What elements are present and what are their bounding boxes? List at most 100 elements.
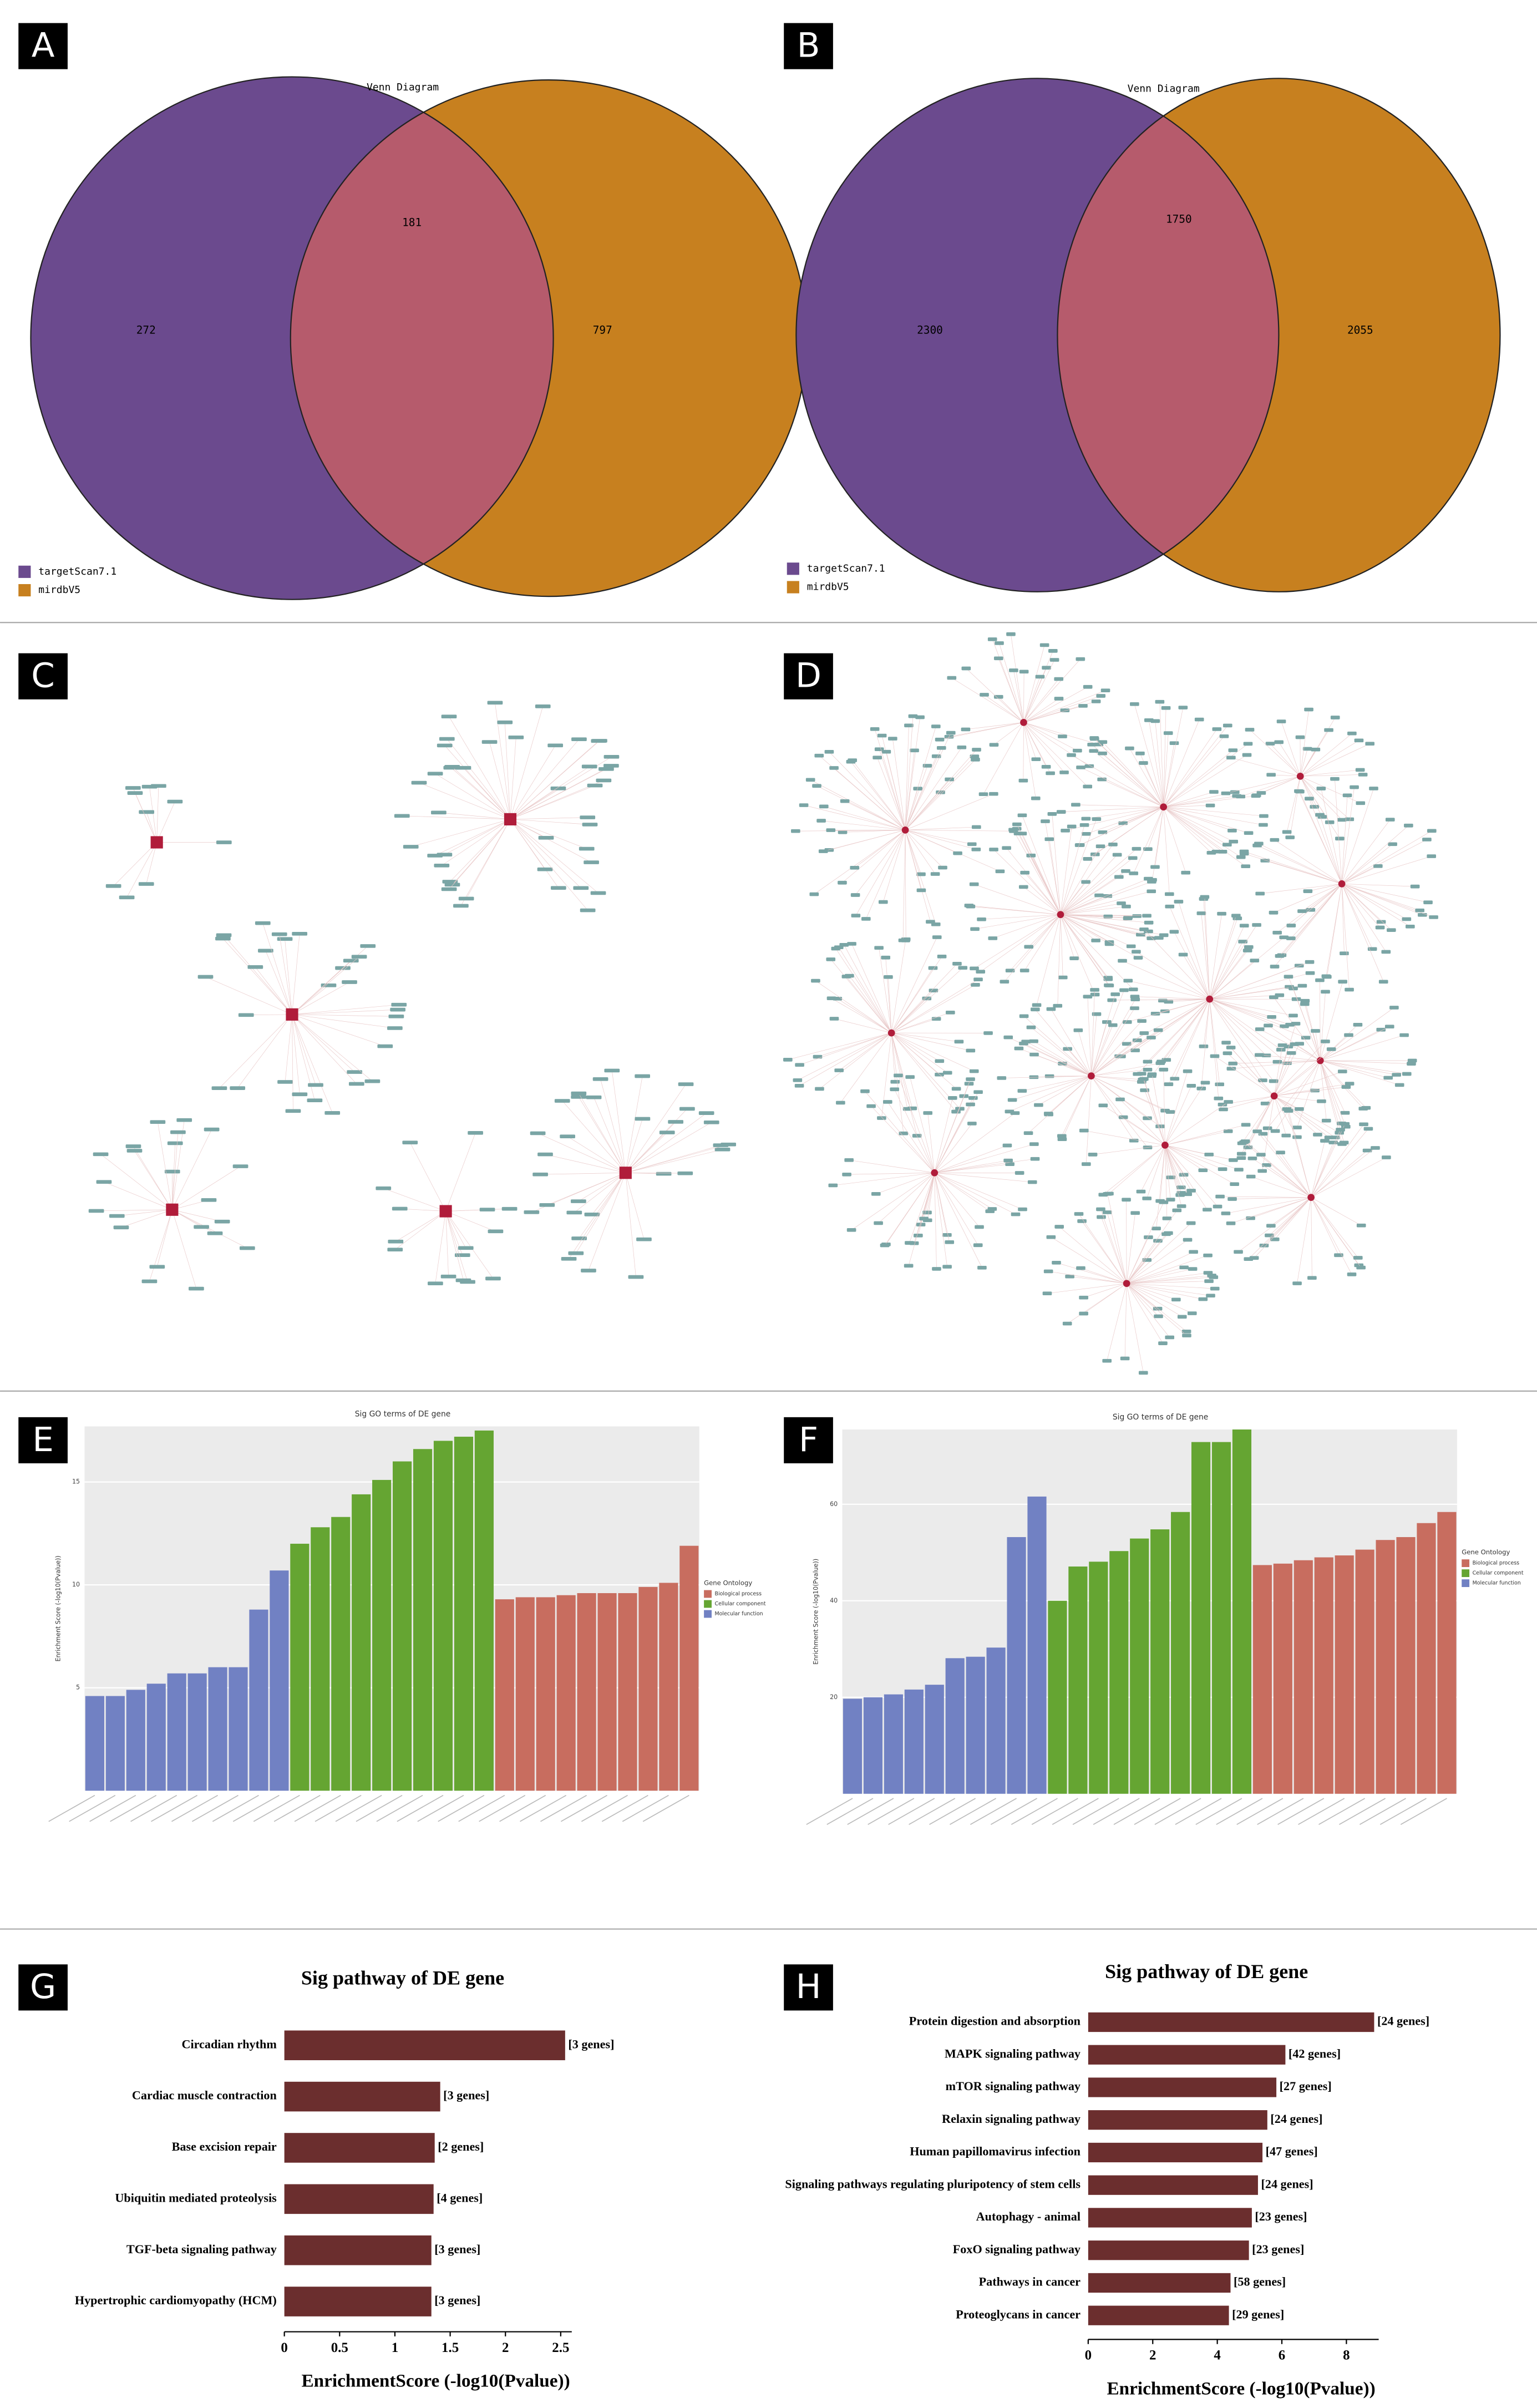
network-node (238, 1013, 254, 1017)
network-node (388, 1239, 404, 1244)
x-tick-label: 2.5 (552, 2340, 569, 2355)
network-node (1138, 1371, 1148, 1375)
network-edge (1174, 931, 1210, 1000)
network-node (149, 1265, 165, 1269)
value-label: [24 genes] (1270, 2112, 1322, 2126)
network-node (1177, 1315, 1187, 1319)
network-node (1385, 818, 1395, 822)
network-edge (1311, 1197, 1352, 1275)
network-edge (891, 1032, 960, 1109)
network-node (1340, 1122, 1350, 1126)
network-edge (842, 830, 906, 883)
network-edge (1102, 742, 1164, 807)
network-edge (881, 1033, 892, 1118)
network-edge (100, 1154, 173, 1210)
legend-label: Molecular function (715, 1611, 763, 1617)
network-edge (1230, 1047, 1275, 1096)
network-node (1369, 787, 1378, 790)
bar (1191, 1442, 1211, 1794)
network-edge (983, 722, 1024, 794)
network-node (1092, 817, 1102, 821)
network-edge (1209, 998, 1281, 1050)
network-edge (993, 849, 1061, 915)
bar (284, 2030, 565, 2061)
network-node (454, 1253, 470, 1258)
network-edge (849, 975, 892, 1033)
network-edge (834, 1018, 892, 1033)
network-node (1196, 1086, 1206, 1091)
network-edge (1163, 807, 1217, 852)
network-edge (1051, 1236, 1127, 1284)
plot-background (842, 1429, 1457, 1794)
network-edge (788, 1032, 892, 1060)
network-edge (1060, 914, 1096, 941)
network-node (850, 866, 860, 870)
network-edge (851, 1172, 935, 1230)
network-edge (1274, 1096, 1318, 1135)
bar (352, 1494, 371, 1791)
network-node (902, 1107, 912, 1111)
network-edge (135, 793, 157, 843)
network-edge (1274, 1053, 1292, 1096)
network-edge (1060, 819, 1097, 915)
network-node (1284, 975, 1293, 979)
x-tick-placeholder (273, 1794, 321, 1822)
network-edge (1320, 1060, 1327, 1121)
network-edge (934, 1173, 950, 1243)
x-tick-placeholder (1298, 1798, 1345, 1825)
network-node (1292, 1281, 1302, 1285)
network-edge (1244, 851, 1342, 884)
legend-label: Molecular function (1473, 1580, 1521, 1586)
network-node (713, 1143, 729, 1147)
x-tick-placeholder (335, 1794, 382, 1822)
network-node (1143, 1116, 1152, 1121)
network-node (453, 904, 469, 908)
legend-label: Cellular component (1473, 1570, 1524, 1576)
network-node (1026, 1025, 1036, 1030)
x-tick-label: 4 (1214, 2348, 1220, 2363)
network-node (441, 714, 457, 718)
network-edge (888, 977, 892, 1033)
network-edge (797, 1032, 892, 1081)
network-edge (1094, 738, 1164, 808)
network-edge (121, 1209, 173, 1228)
network-node (1077, 1219, 1087, 1223)
network-edge (537, 1133, 626, 1173)
network-node (1407, 1058, 1417, 1063)
network-edge (1163, 743, 1249, 808)
network-node (1353, 1022, 1363, 1027)
network-edge (1091, 994, 1116, 1076)
network-edge (409, 1142, 446, 1211)
network-edge (285, 939, 292, 1015)
network-node (970, 927, 980, 931)
value-label: [2 genes] (438, 2140, 484, 2153)
network-edge (1297, 1060, 1321, 1128)
network-edge (1144, 929, 1210, 1000)
network-edge (292, 1014, 357, 1084)
network-node (1227, 828, 1237, 833)
network-node (1135, 751, 1145, 756)
network-edge (891, 1032, 957, 1089)
network-node (1388, 842, 1397, 846)
network-node (1012, 822, 1022, 827)
network-node (590, 891, 606, 895)
network-edge (1274, 1045, 1283, 1096)
network-node (1189, 1250, 1198, 1254)
category-label: Base excision repair (172, 2140, 277, 2153)
network-node (908, 714, 918, 718)
network-node (1392, 1073, 1401, 1077)
network-edge (891, 1032, 956, 1112)
network-edge (1286, 1109, 1311, 1198)
network-node (537, 867, 553, 871)
network-node (216, 933, 232, 937)
network-edge (1165, 1145, 1223, 1170)
network-node (1355, 768, 1365, 772)
network-edge (255, 967, 292, 1015)
network-edge (905, 793, 994, 830)
network-edge (510, 819, 545, 870)
network-edge (934, 1158, 1036, 1173)
network-node (1301, 1036, 1311, 1040)
network-node (1132, 846, 1142, 851)
network-node (1354, 738, 1364, 743)
network-node (931, 754, 941, 758)
